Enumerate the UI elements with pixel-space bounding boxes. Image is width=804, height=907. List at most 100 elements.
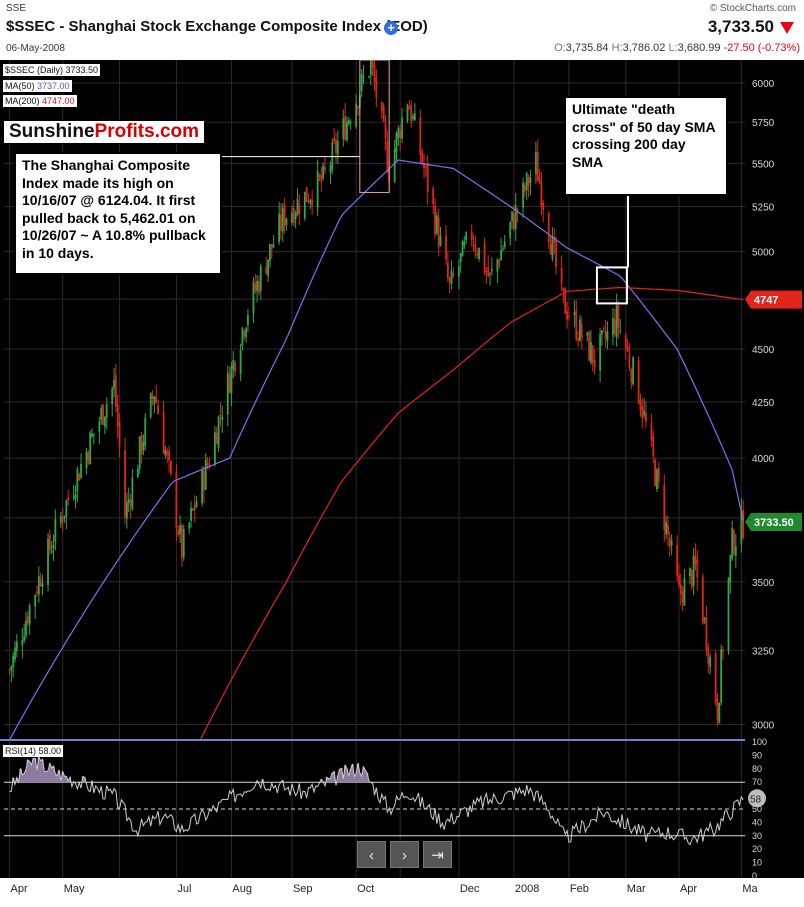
candle-body bbox=[204, 459, 207, 490]
candle-body bbox=[349, 122, 352, 124]
candle-body bbox=[67, 496, 70, 500]
rsi-tick-label: 10 bbox=[752, 858, 762, 868]
candle-body bbox=[373, 64, 376, 82]
candle-body bbox=[731, 527, 734, 559]
rsi-line bbox=[9, 755, 744, 846]
candle-body bbox=[588, 331, 590, 361]
candle-body bbox=[214, 432, 216, 466]
end-icon[interactable]: ⇥ bbox=[423, 841, 452, 868]
candle-body bbox=[573, 312, 576, 315]
candle-body bbox=[489, 273, 491, 275]
candle-body bbox=[740, 509, 743, 544]
candle-body bbox=[568, 316, 570, 318]
candle-body bbox=[709, 656, 712, 667]
candle-body bbox=[421, 151, 424, 163]
candle-body bbox=[524, 185, 526, 192]
add-icon[interactable]: + bbox=[384, 21, 398, 35]
candle-body bbox=[410, 105, 413, 123]
candle-body bbox=[535, 152, 537, 174]
candle-body bbox=[628, 354, 631, 368]
candle-body bbox=[742, 510, 745, 538]
chart-date: 06-May-2008 bbox=[6, 43, 65, 54]
candle-body bbox=[256, 280, 259, 292]
candle-body bbox=[87, 452, 90, 461]
candle-body bbox=[577, 338, 579, 341]
candle-body bbox=[217, 416, 220, 448]
candle-body bbox=[320, 174, 323, 182]
candle-body bbox=[667, 524, 669, 535]
candle-body bbox=[280, 214, 282, 231]
time-tick-label: Mar bbox=[627, 883, 646, 895]
candle-body bbox=[41, 583, 44, 587]
candle-body bbox=[472, 244, 475, 246]
candle-body bbox=[98, 421, 101, 432]
stockcharts-logo[interactable]: © StockCharts.com bbox=[709, 3, 796, 14]
candle-body bbox=[681, 590, 684, 603]
candle-body bbox=[525, 173, 528, 191]
candle-body bbox=[294, 213, 297, 219]
candle-body bbox=[665, 521, 668, 535]
candle-body bbox=[656, 469, 658, 490]
candle-body bbox=[360, 74, 363, 91]
chart-canvas[interactable]: 3000325035003750400042504500475050005250… bbox=[0, 60, 804, 907]
candle-body bbox=[637, 360, 640, 404]
candle-body bbox=[511, 211, 513, 222]
candle-body bbox=[39, 578, 42, 586]
open-label: O: bbox=[554, 42, 566, 54]
candle-body bbox=[501, 248, 504, 250]
candle-body bbox=[243, 331, 246, 336]
candle-body bbox=[707, 647, 710, 664]
value-tags: 4747 3733.50 bbox=[745, 290, 802, 531]
candle-body bbox=[612, 318, 614, 335]
prev-icon[interactable]: ‹ bbox=[357, 841, 386, 868]
candle-body bbox=[652, 436, 655, 457]
candle-body bbox=[626, 346, 629, 352]
time-tick-label: Ma bbox=[742, 883, 758, 895]
candle-body bbox=[679, 584, 682, 594]
candle-body bbox=[393, 148, 396, 182]
candle-body bbox=[329, 165, 332, 173]
candle-body bbox=[72, 496, 75, 498]
candle-body bbox=[474, 244, 477, 251]
candle-body bbox=[136, 468, 139, 478]
candle-body bbox=[116, 404, 119, 427]
candle-body bbox=[206, 463, 209, 466]
candle-body bbox=[342, 118, 345, 139]
rsi-panel: 010203040506070809010058 bbox=[4, 737, 767, 881]
candle-body bbox=[265, 266, 268, 274]
rsi-last-value: 58 bbox=[750, 794, 762, 805]
candle-body bbox=[604, 331, 607, 339]
candle-body bbox=[278, 213, 281, 242]
candle-body bbox=[470, 231, 473, 241]
candle-body bbox=[124, 450, 126, 518]
candle-body bbox=[602, 327, 605, 330]
candle-body bbox=[303, 191, 306, 219]
candle-body bbox=[632, 357, 635, 385]
candle-body bbox=[164, 450, 167, 456]
candle-body bbox=[538, 177, 541, 183]
candle-body bbox=[668, 537, 671, 547]
candle-body bbox=[228, 374, 231, 393]
next-icon[interactable]: › bbox=[390, 841, 419, 868]
time-tick-label: Jul bbox=[177, 883, 191, 895]
candle-body bbox=[590, 342, 592, 363]
candle-body bbox=[380, 102, 383, 111]
candle-body bbox=[485, 270, 488, 272]
candle-body bbox=[580, 324, 583, 339]
candle-body bbox=[413, 113, 416, 120]
candle-body bbox=[125, 502, 128, 519]
candle-body bbox=[89, 432, 92, 465]
candle-body bbox=[259, 266, 262, 291]
candle-body bbox=[512, 213, 515, 230]
candle-body bbox=[127, 498, 130, 503]
candle-body bbox=[397, 127, 400, 138]
candle-body bbox=[579, 319, 581, 341]
candle-body bbox=[292, 208, 295, 224]
low-value: 3,680.99 bbox=[677, 42, 721, 54]
candle-body bbox=[232, 359, 235, 370]
price-tick-label: 5250 bbox=[752, 202, 775, 213]
time-tick-label: Dec bbox=[460, 883, 480, 895]
candle-body bbox=[733, 530, 735, 554]
candle-body bbox=[331, 142, 334, 170]
chart-header: SSE $SSEC - Shanghai Stock Exchange Comp… bbox=[0, 0, 804, 60]
